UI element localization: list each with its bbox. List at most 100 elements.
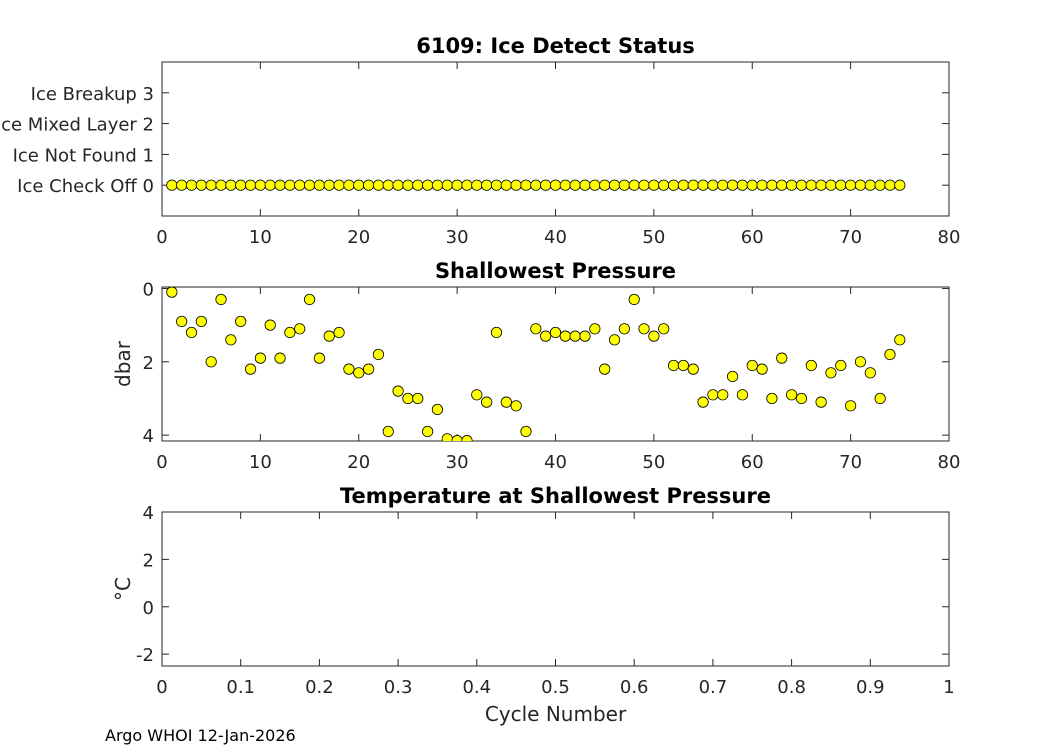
data-point <box>353 179 365 191</box>
axes-pressure: 0 10 20 30 40 50 60 70 80 0 2 4 Shallowest Pressure d… <box>111 259 960 473</box>
data-point <box>815 179 827 191</box>
data-point <box>795 179 808 191</box>
data-point <box>372 348 385 361</box>
data-point <box>766 179 778 191</box>
data-point <box>274 352 286 364</box>
data-point <box>845 179 857 191</box>
y-axis-label: °C <box>111 577 135 601</box>
x-tick-label: 0.7 <box>699 677 728 698</box>
y-tick-label: 2 <box>143 550 154 571</box>
data-point <box>323 330 335 342</box>
data-point <box>215 293 227 306</box>
axis-box <box>161 61 950 217</box>
x-axis-label: Cycle Number <box>485 702 627 726</box>
data-point <box>766 392 778 405</box>
data-point <box>451 179 463 191</box>
data-point <box>471 389 483 401</box>
data-point <box>303 179 316 191</box>
data-point <box>717 179 729 191</box>
x-tick-label: 0.9 <box>856 677 885 698</box>
data-point <box>726 370 739 383</box>
y-tick-label: Ice Mixed Layer 2 <box>0 115 154 136</box>
data-point <box>776 179 788 191</box>
data-point <box>422 179 434 191</box>
x-tick-label: 0.4 <box>462 677 491 698</box>
y-tick-label: -2 <box>136 645 154 666</box>
data-point <box>510 400 522 412</box>
data-point <box>608 179 621 191</box>
data-point <box>835 179 847 191</box>
data-point <box>599 363 611 375</box>
data-point <box>431 179 444 191</box>
data-point <box>490 326 503 339</box>
y-axis-label: dbar <box>111 340 135 387</box>
x-tick-label: 80 <box>938 452 961 473</box>
data-point <box>195 179 207 191</box>
x-tick-label: 50 <box>642 452 665 473</box>
data-point <box>530 323 542 335</box>
data-point <box>540 330 552 342</box>
data-point <box>776 352 788 364</box>
data-point <box>490 179 503 191</box>
data-point <box>185 179 198 191</box>
data-point <box>225 334 237 346</box>
data-point <box>589 179 601 191</box>
data-point <box>333 179 345 191</box>
data-point <box>205 356 217 368</box>
x-tick-label: 70 <box>839 452 862 473</box>
data-point <box>225 179 237 191</box>
data-point <box>264 319 276 331</box>
data-point <box>825 367 837 379</box>
data-point <box>294 323 306 335</box>
data-point <box>697 396 709 408</box>
data-point <box>461 179 473 191</box>
axes-temperature: 0 0.1 0.2 0.3 0.4 0.5 0.6 0.7 0.8 0.9 1-2024Temper… <box>111 484 955 726</box>
data-point <box>244 363 257 375</box>
x-tick-label: 20 <box>347 452 370 473</box>
x-tick-label: 0.8 <box>777 677 806 698</box>
data-point <box>530 179 542 191</box>
data-point <box>579 330 591 342</box>
data-point <box>412 392 424 405</box>
data-point <box>303 293 316 306</box>
data-point <box>658 323 670 335</box>
y-tick-label: 4 <box>143 503 154 524</box>
data-point <box>166 287 178 298</box>
data-point <box>667 359 680 372</box>
data-point <box>736 179 749 191</box>
data-point <box>805 179 817 191</box>
data-point <box>323 179 335 191</box>
data-point <box>353 367 365 379</box>
data-point <box>707 179 719 191</box>
data-point <box>392 385 404 397</box>
x-tick-label: 0.2 <box>305 677 334 698</box>
x-tick-label: 20 <box>347 227 370 248</box>
data-point <box>481 179 493 191</box>
x-tick-label: 30 <box>446 227 469 248</box>
data-point <box>471 179 483 191</box>
data-point <box>795 392 808 405</box>
data-point <box>884 348 896 361</box>
data-point <box>372 179 385 191</box>
x-tick-label: 0.5 <box>541 677 570 698</box>
data-point <box>343 179 355 191</box>
data-point <box>746 179 758 191</box>
chart-title: Shallowest Pressure <box>435 259 676 283</box>
data-point <box>441 179 453 191</box>
data-point <box>785 179 798 191</box>
data-point <box>362 179 375 191</box>
data-point <box>402 179 414 191</box>
y-tick-label: 0 <box>143 279 154 300</box>
data-point <box>431 403 444 416</box>
axes-ice-status: 0 10 20 30 40 50 60 70 80 Ice Check Off 0 Ice Not … <box>0 34 960 248</box>
data-point <box>549 179 562 191</box>
axis-box <box>161 511 950 667</box>
data-point <box>726 179 739 191</box>
data-point <box>618 323 630 335</box>
data-point <box>805 359 817 372</box>
data-point <box>392 179 404 191</box>
data-point <box>294 179 306 191</box>
data-point <box>658 179 670 191</box>
data-point <box>618 179 630 191</box>
